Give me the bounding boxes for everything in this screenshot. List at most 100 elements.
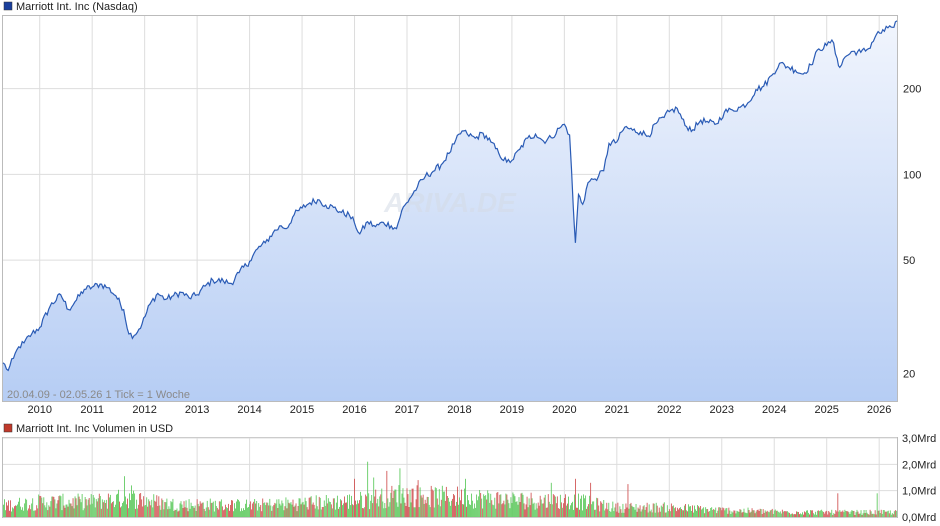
volume-bar	[750, 511, 752, 517]
volume-bar	[751, 508, 753, 517]
volume-bar	[361, 495, 363, 517]
volume-bar	[699, 507, 701, 517]
volume-bar	[302, 501, 304, 517]
volume-bar	[619, 506, 621, 517]
x-tick-label: 2019	[500, 404, 524, 416]
x-tick-label: 2020	[552, 404, 576, 416]
volume-bar	[539, 495, 541, 517]
price-y-tick-label: 50	[903, 255, 915, 267]
volume-bar	[205, 507, 207, 517]
volume-bar	[557, 508, 559, 517]
volume-bar	[407, 494, 409, 517]
volume-bar	[296, 511, 298, 517]
volume-bar	[120, 507, 121, 517]
volume-bar	[550, 482, 552, 517]
volume-bar	[612, 501, 614, 517]
volume-bar	[672, 505, 674, 517]
price-y-tick-label: 20	[903, 368, 915, 380]
price-legend-swatch	[3, 1, 13, 11]
volume-bar	[325, 495, 327, 517]
volume-bar	[12, 507, 13, 517]
volume-bar	[43, 497, 45, 517]
volume-bar	[366, 496, 368, 517]
volume-bar	[387, 498, 389, 517]
volume-bar	[17, 504, 18, 517]
volume-bar	[286, 508, 288, 517]
volume-bar	[331, 508, 333, 517]
volume-bar	[601, 502, 603, 517]
volume-bar	[265, 505, 267, 517]
volume-bar	[567, 503, 568, 517]
volume-bar	[731, 511, 733, 517]
volume-bar	[479, 490, 481, 517]
volume-bar	[586, 508, 588, 517]
volume-bar	[276, 499, 278, 517]
volume-bar	[729, 510, 731, 517]
volume-bar	[646, 502, 648, 517]
volume-bar	[355, 500, 356, 517]
volume-bar	[494, 497, 496, 517]
volume-bar	[45, 507, 47, 517]
volume-bar	[887, 510, 889, 517]
volume-bar	[208, 509, 210, 517]
volume-y-tick-label: 1,0Mrd	[902, 486, 936, 498]
volume-bar	[186, 507, 188, 517]
volume-bar	[234, 503, 235, 517]
volume-bar	[642, 506, 644, 517]
volume-bar	[816, 514, 818, 517]
volume-bar	[394, 489, 396, 517]
volume-bar	[560, 502, 562, 517]
volume-bar	[562, 503, 564, 517]
volume-bar	[623, 512, 625, 517]
volume-bar	[608, 502, 610, 517]
volume-bar	[609, 511, 611, 517]
volume-bar	[589, 495, 591, 517]
volume-bar	[143, 496, 145, 517]
volume-bar	[201, 502, 203, 517]
volume-bar	[13, 508, 14, 517]
volume-bar	[271, 510, 273, 517]
volume-bar	[26, 499, 28, 517]
volume-bar	[46, 502, 48, 517]
volume-bar	[669, 511, 671, 517]
volume-bar	[737, 511, 739, 517]
volume-bar	[581, 495, 582, 517]
volume-bar	[693, 512, 694, 517]
volume-bar	[464, 488, 465, 517]
volume-bar	[87, 499, 89, 517]
volume-bar	[618, 512, 620, 517]
volume-bar	[753, 510, 755, 517]
volume-bar	[759, 508, 761, 517]
volume-bar	[630, 502, 632, 517]
volume-bar	[554, 496, 556, 517]
volume-bar	[524, 509, 526, 517]
volume-bar	[264, 502, 266, 517]
volume-bar	[436, 498, 438, 517]
volume-bar	[319, 497, 321, 517]
volume-bar	[79, 499, 81, 517]
volume-bar	[93, 497, 95, 517]
volume-bar	[195, 511, 197, 517]
volume-bar	[628, 508, 630, 517]
volume-bar	[119, 501, 120, 517]
volume-bar	[458, 504, 459, 517]
volume-bar	[136, 499, 138, 517]
volume-bar	[895, 510, 897, 517]
volume-bar	[768, 512, 770, 517]
volume-bar	[417, 480, 419, 517]
volume-bar	[324, 505, 326, 517]
volume-bar	[627, 484, 629, 517]
volume-bar	[603, 500, 605, 517]
volume-bar	[591, 504, 593, 517]
volume-bar	[774, 509, 776, 517]
volume-bar	[487, 490, 489, 517]
volume-bar	[835, 510, 837, 517]
volume-bar	[288, 502, 290, 517]
volume-bar	[857, 511, 859, 517]
volume-bar	[95, 499, 97, 517]
volume-bar	[760, 509, 762, 517]
volume-bar	[457, 486, 458, 517]
volume-bar	[287, 499, 289, 517]
volume-bar	[381, 488, 383, 517]
volume-bar	[662, 503, 664, 517]
